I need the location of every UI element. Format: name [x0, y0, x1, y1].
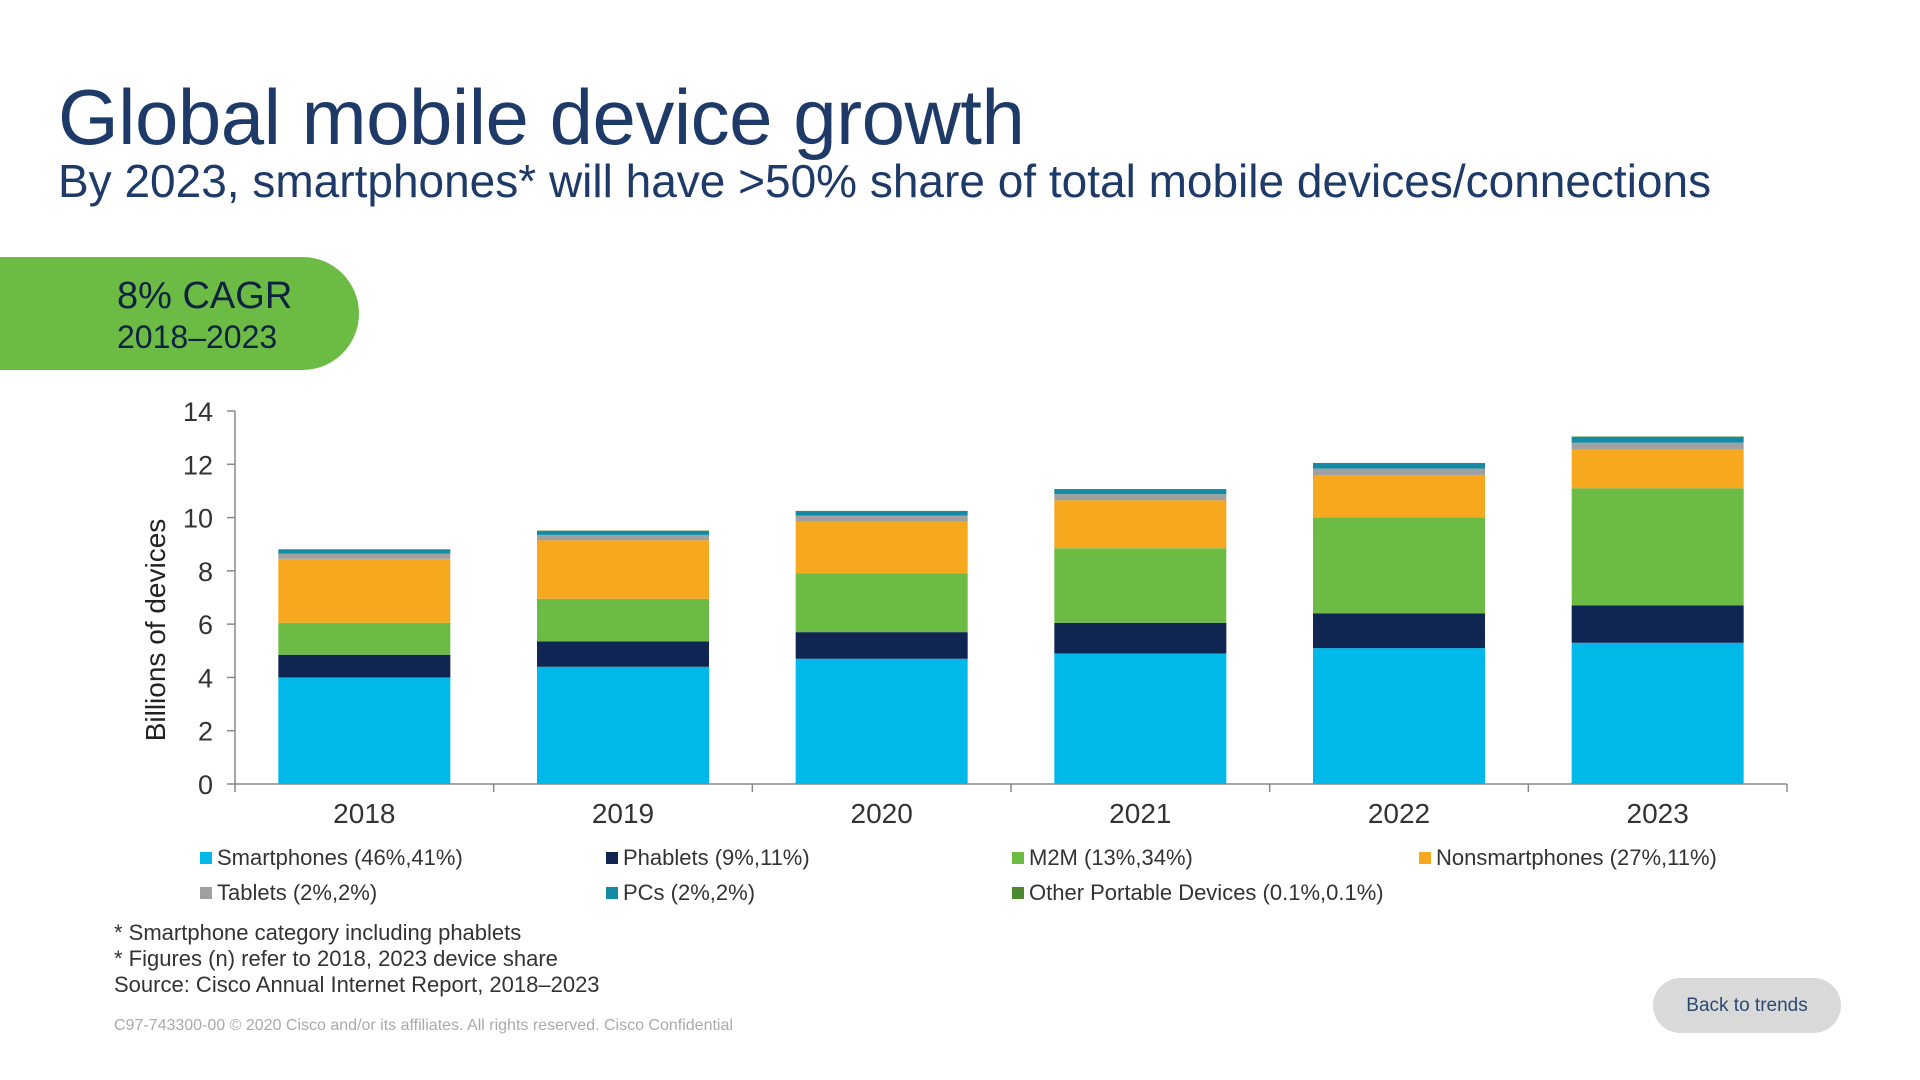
page-title: Global mobile device growth	[58, 73, 1025, 161]
x-tick-label: 2018	[333, 798, 395, 829]
bars-group	[278, 436, 1744, 784]
legend-swatch	[1012, 852, 1024, 864]
bar-segment	[278, 558, 451, 623]
bar-segment	[795, 573, 968, 633]
legend-swatch	[1419, 852, 1431, 864]
legend-item: Other Portable Devices (0.1%,0.1%)	[1012, 880, 1384, 906]
bar-segment	[1313, 517, 1485, 614]
bar-segment	[1313, 648, 1485, 784]
bar-segment	[1313, 468, 1485, 475]
bar-segment	[278, 622, 451, 655]
bar-segment	[1571, 642, 1744, 784]
y-tick-label: 2	[198, 717, 213, 747]
bar-segment	[1054, 548, 1227, 623]
bar-segment	[1571, 488, 1744, 606]
y-tick-label: 4	[198, 663, 213, 693]
y-tick-label: 12	[183, 450, 213, 480]
legend-label: Other Portable Devices (0.1%,0.1%)	[1029, 880, 1384, 905]
legend-swatch	[200, 887, 212, 899]
bar-segment	[1054, 622, 1227, 654]
chart-legend: Smartphones (46%,41%) Phablets (9%,11%) M2…	[200, 845, 1760, 925]
footnotes: * Smartphone category including phablets…	[114, 920, 600, 998]
legend-label: M2M (13%,34%)	[1029, 845, 1193, 870]
legend-label: PCs (2%,2%)	[623, 880, 756, 905]
bar-segment	[537, 530, 709, 535]
bar-segment	[1571, 449, 1744, 489]
legend-item: Smartphones (46%,41%)	[200, 845, 463, 871]
y-axis: 0 2 4 6 8 10 12 14	[183, 397, 236, 800]
y-tick-label: 10	[183, 504, 213, 534]
bar-segment	[278, 677, 451, 784]
legend-label: Nonsmartphones (27%,11%)	[1436, 845, 1717, 870]
legend-label: Smartphones (46%,41%)	[217, 845, 463, 870]
bar-segment	[1313, 462, 1485, 464]
bar-segment	[1571, 436, 1744, 438]
bar-segment	[1571, 442, 1744, 450]
y-tick-label: 6	[198, 610, 213, 640]
bar-segment	[795, 511, 968, 516]
bar-segment	[795, 515, 968, 522]
y-tick-label: 8	[198, 557, 213, 587]
legend-swatch	[1012, 887, 1024, 899]
x-tick-label: 2021	[1109, 798, 1171, 829]
bar-segment	[1313, 474, 1485, 518]
source-note: Source: Cisco Annual Internet Report, 20…	[114, 972, 600, 997]
y-axis-label: Billions of devices	[140, 519, 171, 742]
bar-segment	[537, 641, 709, 667]
bar-segment	[1571, 605, 1744, 643]
bar-segment	[537, 598, 709, 642]
bar-segment	[1313, 463, 1485, 469]
x-tick-label: 2019	[592, 798, 654, 829]
bar-segment	[1054, 489, 1227, 495]
bar-segment	[795, 632, 968, 659]
x-tick-label: 2022	[1368, 798, 1430, 829]
bar-segment	[537, 666, 709, 784]
legend-label: Tablets (2%,2%)	[217, 880, 378, 905]
bar-segment	[1571, 436, 1744, 443]
footnote: * Figures (n) refer to 2018, 2023 device…	[114, 946, 558, 971]
bar-segment	[795, 658, 968, 784]
back-to-trends-button[interactable]: Back to trends	[1653, 978, 1841, 1033]
legend-item: Nonsmartphones (27%,11%)	[1419, 845, 1717, 871]
bar-segment	[1054, 653, 1227, 784]
legend-swatch	[606, 852, 618, 864]
bar-segment	[1054, 494, 1227, 501]
cagr-badge: 8% CAGR 2018–2023	[0, 257, 359, 370]
y-tick-label: 14	[183, 397, 213, 427]
bar-segment	[1054, 500, 1227, 549]
bar-segment	[795, 510, 968, 512]
x-tick-label: 2020	[851, 798, 913, 829]
y-tick-label: 0	[198, 770, 213, 800]
footnote: * Smartphone category including phablets	[114, 920, 522, 945]
legend-item: Tablets (2%,2%)	[200, 880, 377, 906]
bar-segment	[278, 549, 451, 554]
x-axis: 2018 2019 2020 2021 2022 2023	[234, 783, 1788, 829]
bar-segment	[278, 553, 451, 559]
bar-segment	[1313, 613, 1485, 649]
bar-segment	[278, 654, 451, 678]
bar-segment	[278, 549, 451, 551]
copyright-text: C97-743300-00 © 2020 Cisco and/or its af…	[114, 1017, 733, 1034]
bar-segment	[795, 521, 968, 574]
bar-segment	[1054, 489, 1227, 490]
legend-item: Phablets (9%,11%)	[606, 845, 810, 871]
legend-item: PCs (2%,2%)	[606, 880, 755, 906]
cagr-value: 8% CAGR	[117, 275, 293, 317]
cagr-period: 2018–2023	[117, 319, 278, 355]
page-subtitle: By 2023, smartphones* will have >50% sha…	[58, 155, 1712, 207]
bar-segment	[537, 540, 709, 599]
legend-label: Phablets (9%,11%)	[623, 845, 810, 870]
x-tick-label: 2023	[1627, 798, 1689, 829]
legend-swatch	[606, 887, 618, 899]
legend-item: M2M (13%,34%)	[1012, 845, 1193, 871]
legend-swatch	[200, 852, 212, 864]
stacked-bar-chart: 0 2 4 6 8 10 12 14 2018 2019 2020 2021 2022 2023 Bil…	[140, 397, 1788, 829]
bar-segment	[537, 530, 709, 532]
bar-segment	[537, 534, 709, 541]
